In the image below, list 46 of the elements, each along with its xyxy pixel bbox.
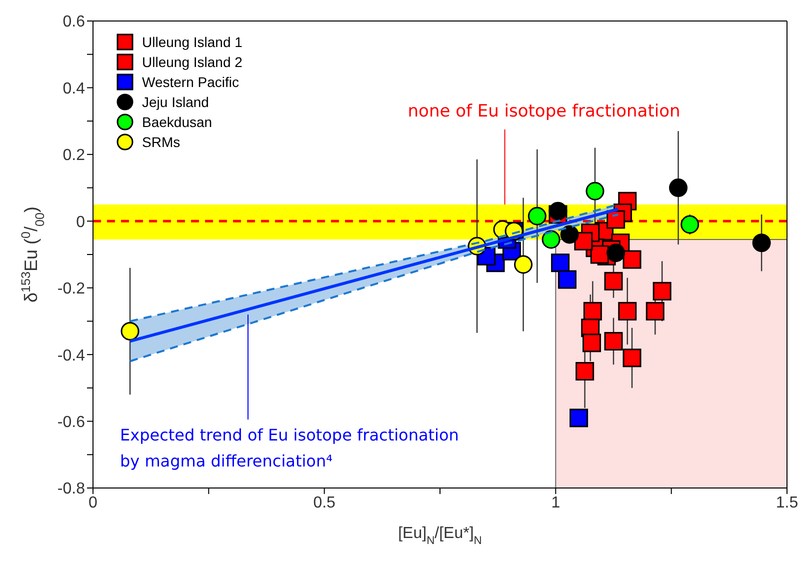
annotation: none of Eu isotope fractionation <box>408 101 680 122</box>
point <box>570 408 588 428</box>
point <box>606 244 626 262</box>
y-tick-label: 0.4 <box>62 80 86 98</box>
point <box>680 215 700 234</box>
point <box>586 182 604 200</box>
legend-label: SRMs <box>142 134 180 150</box>
point <box>618 302 637 320</box>
x-axis-title: [Eu]$_{N}$/[Eu*]$_{N}$ <box>398 525 482 547</box>
point <box>120 322 140 340</box>
legend-label: Western Pacific <box>142 74 239 90</box>
point <box>752 234 771 252</box>
legend-label: Jeju Island <box>142 94 209 110</box>
point <box>622 250 642 269</box>
y-tick-label: 0.2 <box>62 147 86 164</box>
y-tick-label: 0 <box>76 214 86 231</box>
point <box>514 255 533 274</box>
point <box>582 334 602 352</box>
point <box>646 302 664 320</box>
point <box>669 178 688 198</box>
point <box>560 225 579 244</box>
legend-label: Baekdusan <box>142 114 212 130</box>
point <box>551 254 570 272</box>
annotation: Expected trend of Eu isotope fractionation by magma differenciation⁴ <box>120 426 459 471</box>
x-tick-label: 0 <box>88 494 98 512</box>
x-tick-label: 0.5 <box>313 494 336 512</box>
y-tick-label: -0.8 <box>57 480 86 498</box>
y-tick-label: 0.6 <box>62 14 86 31</box>
point <box>622 348 642 368</box>
point <box>604 272 623 290</box>
point <box>590 245 609 264</box>
legend-label: Ulleung Island 2 <box>142 54 242 70</box>
point <box>583 302 602 320</box>
point <box>604 332 623 350</box>
point <box>652 282 672 300</box>
point <box>576 362 594 380</box>
y-tick-label: -0.6 <box>57 414 86 431</box>
x-tick-label: 1.5 <box>776 494 798 512</box>
x-tick-label: 1 <box>551 494 560 512</box>
point <box>548 202 568 220</box>
y-tick-label: -0.4 <box>57 347 86 364</box>
legend-label: Ulleung Island 1 <box>142 34 242 50</box>
y-tick-label: -0.2 <box>57 280 86 298</box>
point <box>542 230 560 249</box>
point <box>528 206 546 226</box>
point <box>558 270 576 289</box>
